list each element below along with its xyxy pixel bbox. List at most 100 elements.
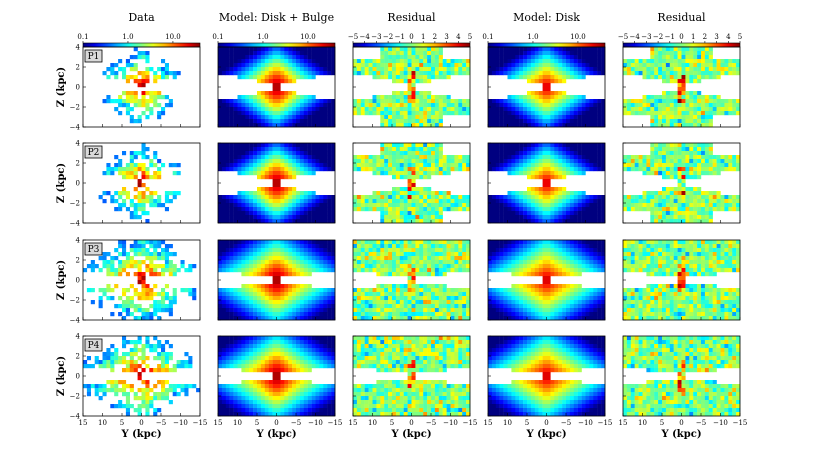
- heatmap-cell: [646, 203, 651, 208]
- heatmap-cell: [724, 155, 729, 160]
- heatmap-cell: [515, 67, 520, 72]
- heatmap-cell: [245, 171, 250, 176]
- heatmap-cell: [704, 155, 709, 160]
- heatmap-cell: [272, 276, 277, 281]
- heatmap-cell: [311, 288, 316, 293]
- heatmap-cell: [446, 63, 451, 68]
- heatmap-cell: [530, 95, 535, 100]
- heatmap-cell: [319, 123, 324, 128]
- heatmap-cell: [353, 99, 358, 104]
- heatmap-cell: [323, 256, 328, 261]
- heatmap-cell: [268, 103, 273, 108]
- heatmap-cell: [118, 103, 123, 108]
- heatmap-cell: [673, 195, 678, 200]
- heatmap-cell: [411, 183, 416, 188]
- heatmap-cell: [569, 67, 574, 72]
- heatmap-cell: [253, 252, 258, 257]
- heatmap-cell: [566, 219, 571, 224]
- heatmap-cell: [280, 240, 285, 245]
- heatmap-cell: [303, 67, 308, 72]
- heatmap-cell: [114, 75, 119, 80]
- heatmap-cell: [434, 115, 439, 120]
- heatmap-cell: [423, 240, 428, 245]
- heatmap-cell: [669, 175, 674, 180]
- heatmap-cell: [558, 171, 563, 176]
- heatmap-cell: [307, 199, 312, 204]
- heatmap-cell: [319, 219, 324, 224]
- heatmap-cell: [530, 51, 535, 56]
- heatmap-cell: [364, 107, 369, 112]
- heatmap-cell: [237, 107, 242, 112]
- heatmap-cell: [356, 63, 361, 68]
- heatmap-cell: [431, 119, 436, 124]
- heatmap-cell: [245, 248, 250, 253]
- heatmap-cell: [630, 203, 635, 208]
- heatmap-cell: [581, 155, 586, 160]
- heatmap-cell: [546, 147, 551, 152]
- heatmap-cell: [597, 71, 602, 76]
- heatmap-cell: [701, 59, 706, 64]
- heatmap-cell: [519, 59, 524, 64]
- heatmap-cell: [125, 207, 130, 212]
- heatmap-cell: [581, 55, 586, 60]
- heatmap-cell: [403, 63, 408, 68]
- heatmap-cell: [311, 296, 316, 301]
- heatmap-cell: [388, 63, 393, 68]
- heatmap-cell: [237, 111, 242, 116]
- heatmap-cell: [296, 308, 301, 313]
- heatmap-cell: [534, 51, 539, 56]
- heatmap-cell: [327, 308, 332, 313]
- heatmap-cell: [442, 155, 447, 160]
- heatmap-cell: [137, 244, 142, 249]
- heatmap-cell: [550, 203, 555, 208]
- heatmap-cell: [550, 59, 555, 64]
- heatmap-cell: [122, 244, 127, 249]
- heatmap-cell: [454, 159, 459, 164]
- heatmap-cell: [319, 111, 324, 116]
- heatmap-cell: [462, 59, 467, 64]
- heatmap-cell: [288, 252, 293, 257]
- heatmap-cell: [319, 215, 324, 220]
- heatmap-cell: [728, 207, 733, 212]
- heatmap-cell: [589, 199, 594, 204]
- heatmap-cell: [546, 211, 551, 216]
- heatmap-cell: [399, 159, 404, 164]
- heatmap-cell: [669, 171, 674, 176]
- heatmap-cell: [503, 99, 508, 104]
- heatmap-cell: [157, 91, 162, 96]
- heatmap-cell: [229, 312, 234, 317]
- heatmap-cell: [677, 211, 682, 216]
- heatmap-cell: [689, 107, 694, 112]
- heatmap-cell: [669, 199, 674, 204]
- heatmap-cell: [307, 203, 312, 208]
- heatmap-cell: [597, 211, 602, 216]
- heatmap-cell: [488, 167, 493, 172]
- heatmap-cell: [515, 211, 520, 216]
- heatmap-cell: [161, 248, 166, 253]
- heatmap-cell: [689, 115, 694, 120]
- heatmap-cell: [237, 163, 242, 168]
- heatmap-cell: [229, 155, 234, 160]
- heatmap-cell: [229, 159, 234, 164]
- heatmap-cell: [125, 171, 130, 176]
- heatmap-cell: [225, 256, 230, 261]
- heatmap-cell: [431, 59, 436, 64]
- heatmap-cell: [133, 95, 138, 100]
- heatmap-cell: [736, 203, 741, 208]
- heatmap-cell: [284, 107, 289, 112]
- heatmap-cell: [669, 151, 674, 156]
- heatmap-cell: [296, 107, 301, 112]
- heatmap-cell: [585, 163, 590, 168]
- heatmap-cell: [697, 191, 702, 196]
- heatmap-cell: [233, 167, 238, 172]
- heatmap-cell: [392, 191, 397, 196]
- heatmap-cell: [388, 248, 393, 253]
- heatmap-cell: [562, 191, 567, 196]
- heatmap-cell: [399, 51, 404, 56]
- heatmap-cell: [288, 292, 293, 297]
- heatmap-cell: [732, 199, 737, 204]
- heatmap-cell: [368, 99, 373, 104]
- heatmap-cell: [360, 240, 365, 245]
- heatmap-cell: [319, 252, 324, 257]
- heatmap-cell: [129, 99, 134, 104]
